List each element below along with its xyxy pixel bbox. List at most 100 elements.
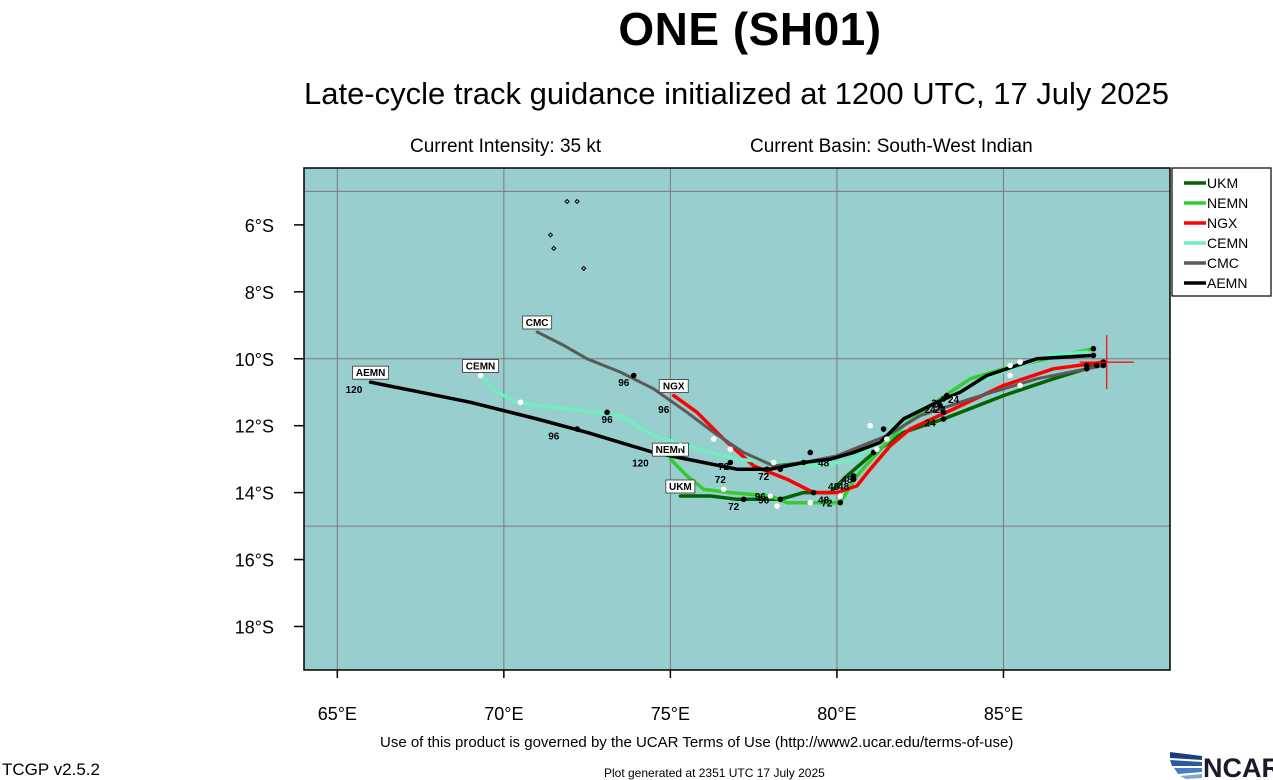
track-point-ngx xyxy=(764,466,770,473)
forecast-hour-label: 72 xyxy=(728,502,740,513)
lat-tick-label: 6°S xyxy=(245,216,274,236)
forecast-hour-label: 24 xyxy=(925,418,937,429)
track-point-ngx xyxy=(940,409,947,416)
track-end-label: NEMN xyxy=(656,445,685,456)
track-end-label-box xyxy=(352,365,390,380)
track-point-aemn xyxy=(807,449,814,456)
track-end-label-box xyxy=(462,359,499,373)
track-point-ukm xyxy=(777,496,784,503)
track-ukm xyxy=(678,363,1099,502)
lat-tick-label: 12°S xyxy=(235,417,274,437)
island-outlines xyxy=(547,198,587,272)
track-point-cemn xyxy=(807,499,814,506)
ncar-logo-mark-icon xyxy=(1170,752,1202,779)
forecast-hour-label: 48 xyxy=(838,482,850,493)
legend: UKM NEMN NGX CEMN CMC AEMN xyxy=(1171,167,1272,297)
forecast-hour-label: 96 xyxy=(755,492,767,503)
current-basin: Current Basin: South-West Indian xyxy=(750,136,1033,157)
forecast-hour-label: 48 xyxy=(828,482,840,493)
forecast-hour-label: 48 xyxy=(818,459,830,470)
island-outline xyxy=(547,232,554,238)
ncar-logo-text: NCAR xyxy=(1203,753,1273,780)
forecast-hour-label: 48 xyxy=(818,495,830,506)
ocean-background xyxy=(304,168,1170,670)
island-outline xyxy=(551,245,557,252)
track-point-aemn xyxy=(880,426,887,432)
model-tracks: 24489672UKM24487296120NEMN24487296NGX244… xyxy=(346,315,1107,513)
track-point-ukm xyxy=(740,496,747,503)
lat-tick-label: 16°S xyxy=(235,551,274,571)
forecast-hour-label: 96 xyxy=(602,415,614,426)
track-point-ukm xyxy=(940,416,947,422)
forecast-hour-label: 120 xyxy=(346,385,363,396)
track-point-aemn xyxy=(777,466,784,473)
track-point-ukm xyxy=(1093,362,1100,369)
forecast-hour-label: 24 xyxy=(935,405,947,416)
track-point-cemn xyxy=(710,436,717,442)
track-point-cemn xyxy=(874,446,880,452)
island-outline xyxy=(574,198,580,205)
track-point-cemn xyxy=(1017,359,1023,365)
track-cemn xyxy=(478,350,1089,468)
forecast-hour-label: 48 xyxy=(841,475,853,486)
map-frame xyxy=(303,167,1171,671)
track-point-ngx xyxy=(850,476,857,483)
forecast-hour-label: 96 xyxy=(548,432,560,443)
current-intensity: Current Intensity: 35 kt xyxy=(410,136,602,157)
forecast-hour-label: 24 xyxy=(925,405,937,416)
track-end-label-box xyxy=(665,479,696,494)
track-point-cmc xyxy=(630,372,637,379)
track-point-aemn xyxy=(727,459,734,466)
lon-tick-label: 75°E xyxy=(651,704,690,724)
forecast-hour-label: 96 xyxy=(658,405,670,416)
track-point-aemn xyxy=(944,392,950,399)
legend-box xyxy=(1171,167,1272,297)
track-end-label: AEMN xyxy=(356,368,385,379)
lat-tick-label: 8°S xyxy=(245,283,274,303)
track-point-cmc xyxy=(1100,362,1107,369)
track-point-cemn xyxy=(950,396,957,402)
forecast-hour-label: 96 xyxy=(758,495,770,506)
version-label: TCGP v2.5.2 xyxy=(2,760,100,779)
track-point-nemn xyxy=(837,499,844,506)
forecast-hour-label: 24 xyxy=(948,395,960,406)
track-point-cemn xyxy=(677,442,684,449)
track-point-aemn xyxy=(574,426,580,432)
track-point-cmc xyxy=(937,402,943,409)
legend-label-ukm: UKM xyxy=(1207,175,1238,191)
track-point-ngx xyxy=(810,489,817,496)
map-axes: 65°E 70°E 75°E 80°E 85°E 6°S 8°S 10°S 12°S 14°S 16… xyxy=(235,216,1023,724)
island-outline xyxy=(581,265,587,272)
legend-label-cmc: CMC xyxy=(1207,255,1239,271)
track-point-cemn xyxy=(867,422,874,429)
track-point-cemn xyxy=(884,436,890,442)
track-end-label: CMC xyxy=(526,318,549,329)
track-end-label: UKM xyxy=(669,482,692,493)
lon-tick-label: 80°E xyxy=(817,704,856,724)
lon-tick-label: 70°E xyxy=(484,704,523,724)
forecast-hour-label: 24 xyxy=(931,398,943,409)
track-point-aemn xyxy=(1090,352,1097,359)
current-position-marker xyxy=(1079,335,1134,390)
chart-title: ONE (SH01) xyxy=(618,3,882,55)
track-point-cemn xyxy=(837,493,844,499)
legend-label-aemn: AEMN xyxy=(1207,275,1247,291)
terms-of-use: Use of this product is governed by the U… xyxy=(380,734,1014,751)
lat-tick-label: 18°S xyxy=(235,617,274,637)
track-end-label-box xyxy=(522,315,553,330)
legend-label-nemn: NEMN xyxy=(1207,195,1248,211)
track-point-cemn xyxy=(727,446,734,452)
track-end-label: CEMN xyxy=(466,361,495,372)
lon-tick-label: 85°E xyxy=(984,704,1023,724)
island-outline xyxy=(564,198,570,205)
track-point-cemn xyxy=(767,493,774,499)
chart-subtitle: Late-cycle track guidance initialized at… xyxy=(303,76,1170,111)
track-point-cemn xyxy=(720,486,727,493)
track-end-label: NGX xyxy=(663,382,685,393)
forecast-hour-label: 72 xyxy=(821,499,833,510)
forecast-hour-label: 72 xyxy=(718,462,730,473)
forecast-hour-label: 120 xyxy=(632,459,649,470)
generated-timestamp: Plot generated at 2351 UTC 17 July 2025 xyxy=(604,766,825,780)
track-point-cemn xyxy=(770,459,777,466)
map-grid xyxy=(304,168,1170,670)
